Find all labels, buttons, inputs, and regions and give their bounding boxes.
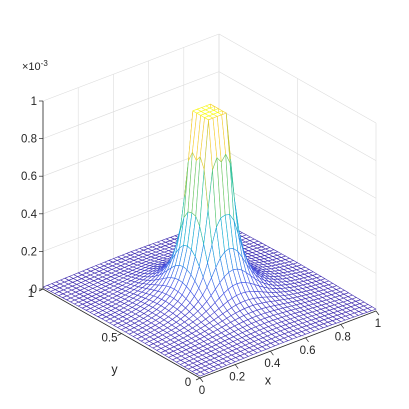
x-tick-label: 0.8 — [335, 331, 351, 343]
y-tick-mark — [195, 377, 201, 381]
x-tick-mark — [305, 337, 309, 343]
x-tick-mark — [375, 310, 380, 316]
x-tick-mark — [234, 364, 239, 369]
z-tick-label: 1 — [31, 96, 37, 108]
x-tick-label: 0.2 — [229, 372, 245, 384]
axis-layer — [38, 100, 380, 383]
y-tick-label: 0 — [185, 377, 191, 389]
z-exponent-label: ×10-3 — [22, 59, 48, 73]
x-tick-mark — [270, 350, 274, 356]
x-tick-mark — [199, 377, 204, 383]
mesh-cell — [367, 306, 377, 312]
x-tick-mark — [340, 324, 345, 329]
z-tick-label: 0.4 — [21, 209, 38, 221]
y-tick-label: 0.5 — [102, 333, 118, 345]
x-tick-label: 0.6 — [300, 345, 316, 357]
y-tick-label: 1 — [28, 288, 34, 300]
mesh-surface — [42, 103, 377, 377]
y-tick-mark — [117, 333, 122, 336]
z-tick-label: 0.8 — [21, 134, 37, 146]
back-wall-gridline — [42, 108, 220, 177]
z-tick-label: 0 — [31, 284, 37, 296]
back-wall-gridline — [42, 33, 220, 102]
z-exponent-base: ×10 — [22, 61, 41, 73]
back-wall-gridline — [42, 71, 220, 139]
label-layer: ×10-3 x y 00.20.40.60.8100.5100.20.40.60… — [21, 59, 381, 397]
x-tick-label: 0 — [199, 385, 205, 397]
z-exponent-power: -3 — [41, 59, 49, 68]
z-tick-label: 0.2 — [21, 246, 37, 258]
x-axis-line — [199, 310, 377, 379]
y-axis-label: y — [111, 363, 118, 377]
x-axis-label: x — [265, 374, 272, 388]
x-tick-label: 1 — [375, 318, 381, 330]
z-tick-label: 0.6 — [21, 171, 37, 183]
x-tick-label: 0.4 — [264, 358, 281, 370]
